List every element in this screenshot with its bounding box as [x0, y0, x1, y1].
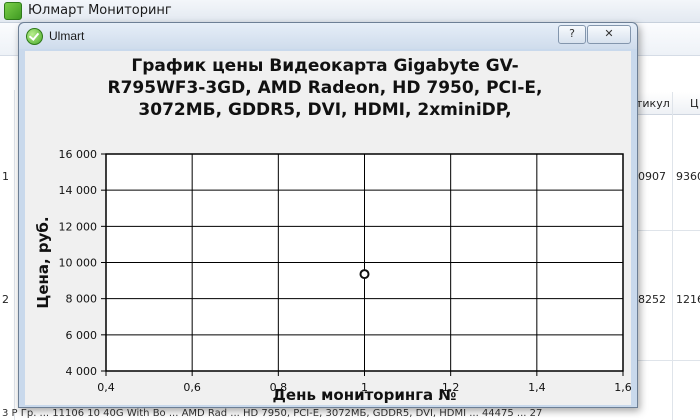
grid-row-number-column [0, 90, 15, 420]
help-button[interactable]: ? [558, 25, 586, 44]
cell-article[interactable]: 8252 [638, 293, 666, 306]
y-tick-label: 10 000 [59, 257, 98, 270]
grid-row-separator [634, 360, 700, 361]
x-tick-label: 1,4 [528, 381, 546, 394]
grid-lines [105, 153, 624, 372]
price-chart: График цены Видеокарта Gigabyte GV- R795… [34, 56, 631, 404]
chart-title-line-2: R795WF3-3GD, AMD Radeon, HD 7950, PCI-E, [108, 78, 543, 98]
x-tick-label: 0,4 [97, 381, 115, 394]
data-point [359, 269, 370, 280]
chart-frame: График цены Видеокарта Gigabyte GV- R795… [25, 51, 631, 405]
chart-dialog: Ulmart ? ✕ График цены Видеокарта Gigaby… [18, 22, 638, 408]
x-tick-label: 1 [361, 381, 368, 394]
y-tick-label: 16 000 [59, 148, 98, 161]
dialog-titlebar[interactable]: Ulmart ? ✕ [19, 23, 637, 49]
row-number: 1 [2, 170, 9, 183]
ulmart-check-icon [26, 28, 43, 45]
y-axis-label: Цена, руб. [34, 216, 52, 308]
close-button[interactable]: ✕ [587, 25, 631, 44]
y-axis-ticks: 4 000 6 000 8 000 10 000 12 000 14 000 16 000 [59, 148, 106, 378]
y-tick-label: 6 000 [66, 329, 98, 342]
y-tick-label: 14 000 [59, 184, 98, 197]
column-header-article[interactable]: тикул [636, 97, 670, 110]
chart-title-line-3: 3072МБ, GDDR5, DVI, HDMI, 2xminiDP, [138, 100, 511, 120]
chart-title-line-1: График цены Видеокарта Gigabyte GV- [131, 56, 518, 76]
x-tick-label: 1,2 [442, 381, 460, 394]
main-window-title: Юлмарт Мониторинг [28, 3, 172, 18]
column-header-price[interactable]: Ц [690, 97, 699, 110]
cell-article[interactable]: 0907 [638, 170, 666, 183]
grid-row-separator [634, 230, 700, 231]
grid-header [634, 92, 700, 115]
x-tick-label: 1,6 [614, 381, 631, 394]
y-tick-label: 8 000 [66, 293, 98, 306]
main-titlebar: Юлмарт Мониторинг [0, 0, 700, 23]
dialog-title: Ulmart [49, 29, 85, 43]
cell-price[interactable]: 1216 [676, 293, 700, 306]
row-number: 2 [2, 293, 9, 306]
app-check-icon [4, 2, 22, 20]
x-axis-label: День мониторинга № [273, 386, 457, 404]
grid-bottom-row[interactable]: 3 Р Гр. ... 11106 10 40G With Bo ... AMD… [2, 408, 543, 419]
cell-price[interactable]: 9360 [676, 170, 700, 183]
y-tick-label: 4 000 [66, 365, 98, 378]
x-tick-label: 0,6 [183, 381, 201, 394]
y-tick-label: 12 000 [59, 220, 98, 233]
data-points [359, 269, 370, 280]
x-axis-ticks: 0,4 0,6 0,8 1 1,2 1,4 1,6 [97, 371, 631, 394]
grid-column-separator [672, 92, 673, 420]
x-tick-label: 0,8 [270, 381, 288, 394]
